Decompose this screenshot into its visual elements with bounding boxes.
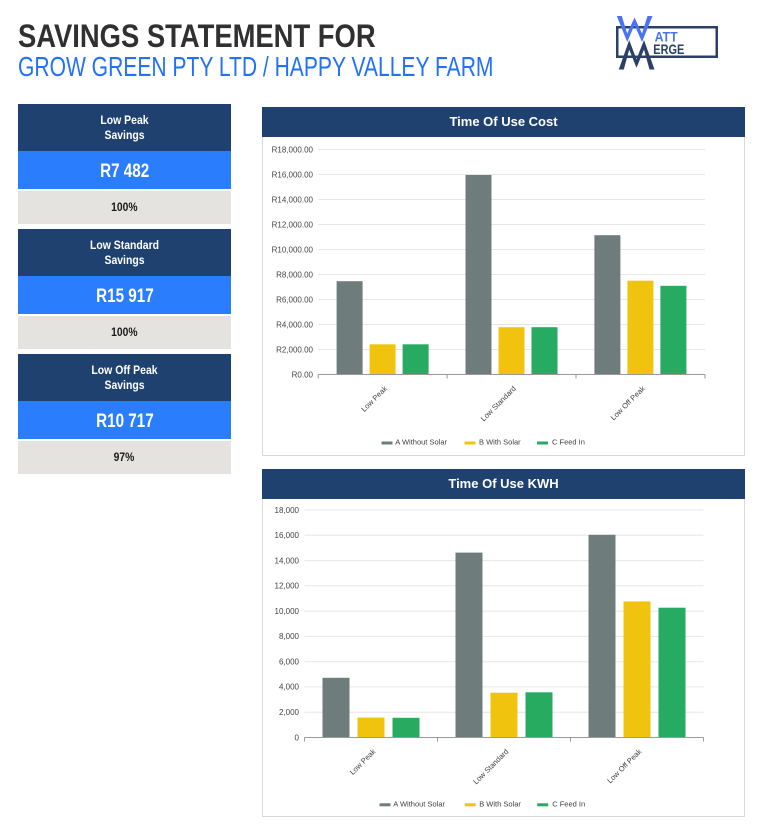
svg-text:10,000: 10,000 (275, 607, 300, 616)
svg-text:C Feed In: C Feed In (552, 438, 585, 447)
svg-text:16,000: 16,000 (275, 531, 300, 540)
svg-text:R2,000.00: R2,000.00 (276, 345, 313, 354)
svg-text:A Without Solar: A Without Solar (395, 438, 447, 447)
svg-text:R8,000.00: R8,000.00 (276, 270, 313, 279)
svg-text:4,000: 4,000 (279, 683, 300, 692)
svg-text:Low Standard: Low Standard (471, 747, 510, 786)
svg-text:R16,000.00: R16,000.00 (272, 170, 314, 179)
svg-text:Low Standard: Low Standard (479, 384, 518, 423)
svg-text:R18,000.00: R18,000.00 (272, 145, 314, 154)
svg-text:Low Off Peak: Low Off Peak (605, 747, 643, 785)
svg-text:18,000: 18,000 (275, 506, 300, 515)
svg-text:B With Solar: B With Solar (479, 799, 521, 808)
svg-text:2,000: 2,000 (279, 708, 300, 717)
svg-text:6,000: 6,000 (279, 658, 300, 667)
svg-text:R6,000.00: R6,000.00 (276, 295, 313, 304)
svg-text:12,000: 12,000 (275, 582, 300, 591)
svg-text:ATT: ATT (655, 28, 678, 44)
svg-text:R0.00: R0.00 (292, 370, 314, 379)
svg-text:Low Peak: Low Peak (359, 384, 389, 414)
svg-text:R10,000.00: R10,000.00 (272, 245, 314, 254)
svg-text:B With Solar: B With Solar (479, 438, 521, 447)
svg-text:8,000: 8,000 (279, 632, 300, 641)
svg-text:R4,000.00: R4,000.00 (276, 320, 313, 329)
svg-text:R14,000.00: R14,000.00 (272, 195, 314, 204)
svg-text:Low Off Peak: Low Off Peak (609, 384, 647, 422)
svg-text:ERGE: ERGE (653, 42, 684, 57)
svg-text:R12,000.00: R12,000.00 (272, 220, 314, 229)
svg-text:Low Peak: Low Peak (348, 747, 378, 777)
svg-text:C Feed In: C Feed In (552, 799, 585, 808)
svg-text:0: 0 (295, 733, 300, 742)
svg-text:A Without Solar: A Without Solar (393, 799, 445, 808)
svg-text:14,000: 14,000 (275, 556, 300, 565)
